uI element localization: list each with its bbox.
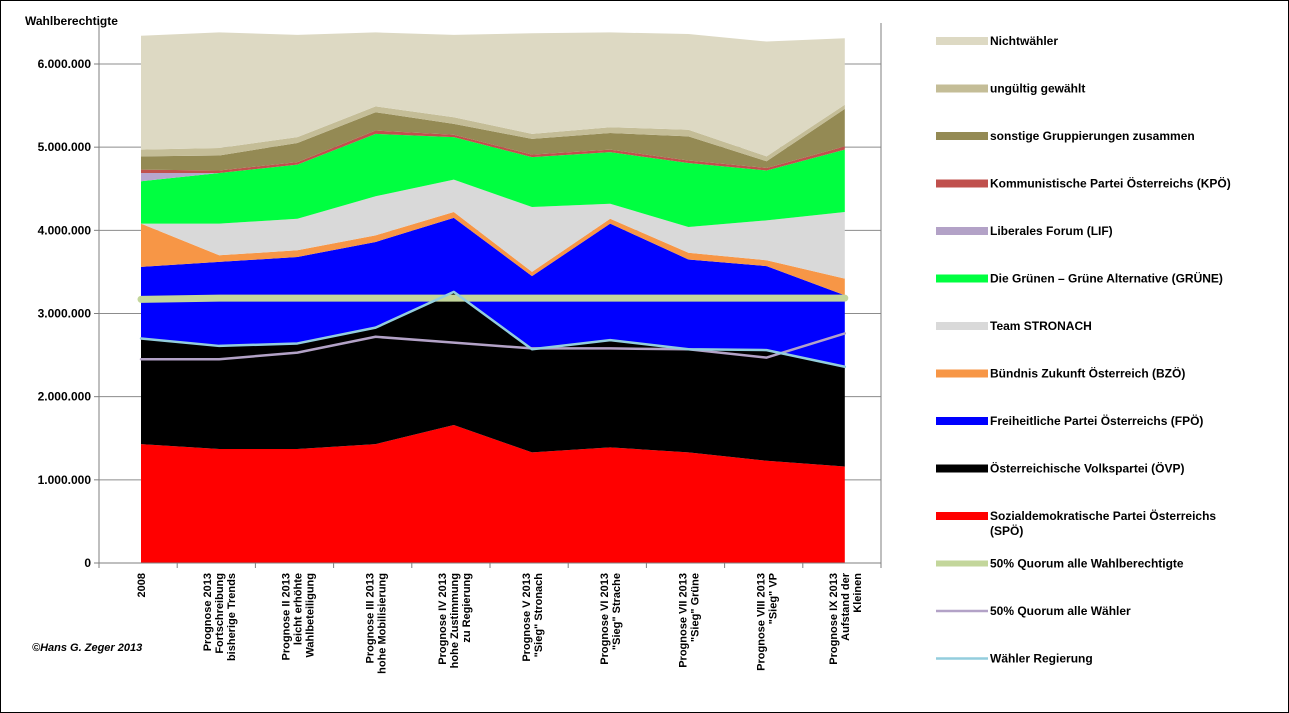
- legend-swatch: [936, 274, 988, 283]
- y-tick-label: 1.000.000: [38, 473, 92, 487]
- y-tick-label: 0: [84, 556, 91, 570]
- y-tick-labels: 0 1.000.000 2.000.000 3.000.000 4.000.000 5.0…: [38, 57, 92, 570]
- legend-label: Die Grünen – Grüne Alternative (GRÜNE): [990, 271, 1223, 286]
- y-tick-label: 2.000.000: [38, 390, 92, 404]
- x-tick-label: Aufstand der: [840, 572, 852, 641]
- x-tick-label: Kleinen: [852, 573, 864, 613]
- legend-swatch: [936, 84, 988, 93]
- line-series: [137, 294, 849, 303]
- legend-label: Team STRONACH: [990, 319, 1092, 333]
- legend-label: Liberales Forum (LIF): [990, 224, 1113, 238]
- legend-label: ungültig gewählt: [990, 82, 1085, 96]
- x-tick-label: 2008: [136, 573, 148, 597]
- x-tick-label: Wahlbeteiligung: [304, 573, 316, 658]
- legend-label: Sozialdemokratische Partei Österreichs (S…: [990, 508, 1216, 538]
- legend-label: Kommunistische Partei Österreichs (KPÖ): [990, 176, 1231, 191]
- y-axis-title: Wahlberechtigte: [25, 14, 118, 28]
- legend-swatch: [936, 369, 988, 378]
- legend-swatch: [936, 37, 988, 45]
- legend-swatch: [936, 464, 988, 473]
- y-tick-label: 4.000.000: [38, 223, 92, 237]
- legend-swatch: [936, 179, 988, 188]
- x-tick-label: Prognose VII 2013: [677, 573, 689, 668]
- line-series: [139, 332, 847, 361]
- legend-label: Österreichische Volkspartei (ÖVP): [990, 461, 1185, 476]
- x-tick-label: Prognose II 2013: [280, 573, 292, 660]
- y-tick-label: 5.000.000: [38, 140, 92, 154]
- legend-swatch: [936, 512, 988, 520]
- legend-swatch: [936, 322, 988, 330]
- x-tick-label: Prognose VI 2013: [599, 573, 611, 665]
- legend-swatch: [936, 417, 988, 425]
- legend-label: Wähler Regierung: [990, 652, 1093, 666]
- legend-label: sonstige Gruppierungen zusammen: [990, 129, 1195, 143]
- x-tick-label: "Sieg" Strache: [611, 573, 623, 650]
- line-series: [139, 290, 847, 368]
- area-series: [141, 32, 845, 157]
- stacked-areas: [141, 32, 845, 563]
- x-tick-labels: 2008 Prognose 2013 Fortschreibung bisherige…: [136, 572, 864, 674]
- x-tick-label: "Sieg" Stronach: [533, 573, 545, 658]
- x-tick-label: Prognose IX 2013: [828, 573, 840, 665]
- x-tick-label: "Sieg" VP: [768, 573, 780, 624]
- x-tick-label: Prognose VIII 2013: [756, 573, 768, 671]
- legend: Nichtwähler ungültig gewählt sonstige Grup…: [936, 34, 1231, 666]
- area-series: [141, 133, 845, 228]
- legend-label: 50% Quorum alle Wahlberechtigte: [990, 557, 1184, 571]
- y-tick-label: 6.000.000: [38, 57, 92, 71]
- area-series: [141, 212, 845, 296]
- x-tick-label: "Sieg" Grüne: [689, 573, 701, 642]
- area-series: [141, 179, 845, 279]
- x-tick-label: Prognose 2013: [202, 573, 214, 651]
- x-tick-label: Prognose III 2013: [365, 573, 377, 663]
- x-tick-label: zu Regierung: [461, 573, 473, 643]
- x-tick-label: leicht erhöhte: [292, 573, 304, 645]
- area-series: [141, 217, 845, 367]
- x-tick-label: Prognose IV 2013: [437, 573, 449, 665]
- legend-label: 50% Quorum alle Wähler: [990, 604, 1131, 618]
- x-tick-label: bisherige Trends: [226, 573, 238, 661]
- legend-swatch: [936, 227, 988, 235]
- x-tick-label: hohe Mobilisierung: [377, 573, 389, 674]
- area-series: [141, 104, 845, 162]
- series-lines: [137, 290, 849, 368]
- x-tick-label: Prognose V 2013: [521, 573, 533, 662]
- legend-label: Nichtwähler: [990, 34, 1058, 48]
- legend-label: Bündnis Zukunft Österreich (BZÖ): [990, 366, 1185, 381]
- legend-swatch: [936, 132, 988, 140]
- copyright-credit: ©Hans G. Zeger 2013: [32, 642, 142, 654]
- y-tick-label: 3.000.000: [38, 307, 92, 321]
- legend-label: Freiheitliche Partei Österreichs (FPÖ): [990, 413, 1203, 428]
- area-series: [141, 108, 845, 171]
- area-series: [141, 424, 845, 563]
- x-tick-label: Fortschreibung: [214, 573, 226, 654]
- area-series: [141, 291, 845, 467]
- axes: [94, 23, 882, 568]
- x-tick-label: hohe Zustimmung: [449, 573, 461, 668]
